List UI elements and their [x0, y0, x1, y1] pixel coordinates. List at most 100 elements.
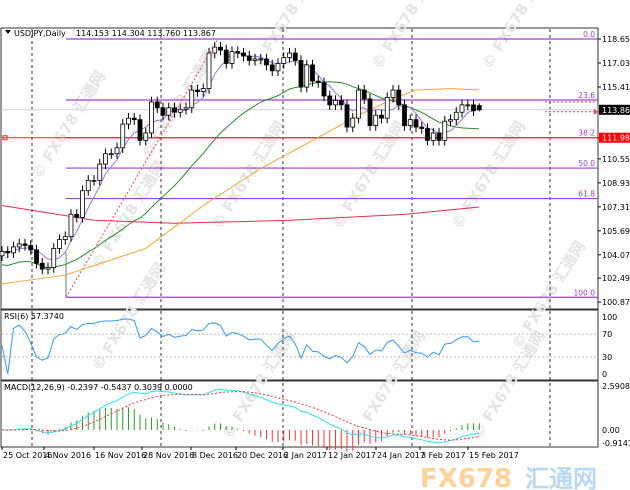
- candle-body: [413, 119, 419, 128]
- date-axis-label: 4 Nov 2016: [45, 451, 91, 460]
- date-axis-label: 24 Jan 2017: [377, 451, 425, 460]
- candle-body: [22, 243, 28, 246]
- candle-body: [143, 132, 149, 141]
- watermark: © FX678 汇通网: [478, 0, 559, 72]
- candle-body: [298, 60, 304, 88]
- candle-body: [114, 147, 120, 155]
- candle-body: [160, 107, 166, 116]
- candle-body: [275, 63, 281, 72]
- candle-body: [62, 236, 68, 240]
- candle-body: [189, 89, 195, 109]
- rsi-axis-label: 70: [602, 330, 612, 339]
- logo-fx: FX678: [420, 464, 512, 490]
- arrow-icon: [594, 108, 598, 115]
- watermark: © FX678 汇通网: [368, 0, 449, 72]
- price-axis-label: 117.030: [602, 59, 630, 68]
- current-price-bg: [599, 104, 630, 115]
- candle-body: [166, 107, 172, 116]
- watermark: © FX678 汇通网: [218, 328, 299, 442]
- candle-body: [327, 95, 333, 106]
- candle-body: [149, 101, 154, 134]
- price-axis-label: 110.550: [602, 155, 630, 164]
- macd-axis-label: 0.00: [602, 426, 620, 435]
- candle-body: [264, 58, 269, 66]
- date-axis-label: 28 Nov 2016: [143, 451, 194, 460]
- fib-trendline: [65, 38, 219, 298]
- candle-body: [252, 58, 258, 61]
- rsi-panel: [0, 309, 599, 381]
- candle-body: [120, 123, 126, 149]
- candle-body: [195, 89, 200, 92]
- candle-body: [68, 213, 74, 237]
- candle-body: [177, 108, 183, 113]
- candle-body: [390, 89, 396, 98]
- candle-body: [425, 128, 430, 141]
- fib-level-label: 0.0: [583, 30, 595, 39]
- candle-body: [430, 132, 436, 141]
- candle-body: [103, 153, 108, 165]
- ma-red-line: [1, 205, 480, 224]
- fib-level-label: 50.0: [578, 159, 595, 168]
- watermark: © FX678 汇通网: [208, 118, 289, 232]
- date-axis-label: 2 Jan 2017: [284, 451, 327, 460]
- candle-body: [212, 46, 218, 54]
- ma-orange-line: [1, 88, 480, 285]
- candle-body: [258, 58, 264, 61]
- macd-axis-label: 2.5908: [602, 382, 630, 391]
- watermark: © FX678 汇通网: [88, 260, 169, 374]
- candle-body: [379, 114, 384, 119]
- candle-body: [183, 107, 189, 110]
- candle-body: [34, 249, 39, 264]
- candle-body: [350, 117, 356, 128]
- candle-body: [80, 190, 85, 218]
- watermark: © FX678 汇通网: [348, 328, 429, 442]
- candle-body: [419, 126, 425, 129]
- rsi-axis-label: 0: [602, 370, 607, 379]
- candle-body: [476, 105, 482, 111]
- candle-body: [57, 239, 62, 249]
- candle-body: [137, 119, 143, 141]
- price-axis-label: 107.310: [602, 203, 630, 212]
- candle-body: [292, 52, 298, 61]
- candle-body: [241, 52, 246, 57]
- candle-body: [246, 55, 252, 61]
- watermark: © FX678 汇通网: [468, 328, 549, 442]
- price-axis-label: 108.930: [602, 179, 630, 188]
- candle-body: [459, 104, 465, 113]
- date-axis-label: 20 Dec 2016: [237, 451, 288, 460]
- price-axis-label: 105.690: [602, 227, 630, 236]
- candle-body: [97, 163, 103, 181]
- candle-body: [51, 248, 57, 269]
- macd-panel: [0, 380, 599, 448]
- candle-body: [16, 243, 22, 248]
- candle-body: [172, 107, 177, 113]
- candle-body: [223, 49, 229, 64]
- rsi-line: [1, 318, 480, 375]
- candle-body: [108, 153, 114, 156]
- candle-body: [28, 245, 34, 251]
- candle-body: [315, 80, 321, 84]
- watermark: © FX678 汇通网: [28, 68, 109, 182]
- candle-body: [333, 100, 338, 106]
- date-axis-label: 25 Oct 2016: [3, 451, 52, 460]
- logo-cn: 汇通网: [525, 465, 597, 490]
- price-axis-label: 118.650: [602, 35, 630, 44]
- candle-body: [338, 100, 344, 106]
- price-axis-label: 115.410: [602, 83, 630, 92]
- candle-body: [235, 51, 241, 54]
- candle-body: [448, 119, 453, 122]
- date-axis-label: 16 Nov 2016: [95, 451, 146, 460]
- candle-body: [442, 120, 448, 141]
- watermark: © FX678 汇通网: [448, 118, 529, 232]
- price-axis-label: 100.875: [602, 298, 630, 307]
- fib-level-label: 100.0: [574, 288, 596, 297]
- candle-body: [321, 82, 327, 97]
- macd-axis-label: -0.9141: [602, 439, 630, 448]
- candle-body: [396, 89, 402, 106]
- candle-body: [229, 51, 235, 64]
- rsi-label: RSI(6) 57.3740: [4, 312, 64, 321]
- candle-body: [361, 89, 367, 100]
- date-axis-label: 15 Feb 2017: [469, 451, 519, 460]
- candle-body: [200, 88, 206, 92]
